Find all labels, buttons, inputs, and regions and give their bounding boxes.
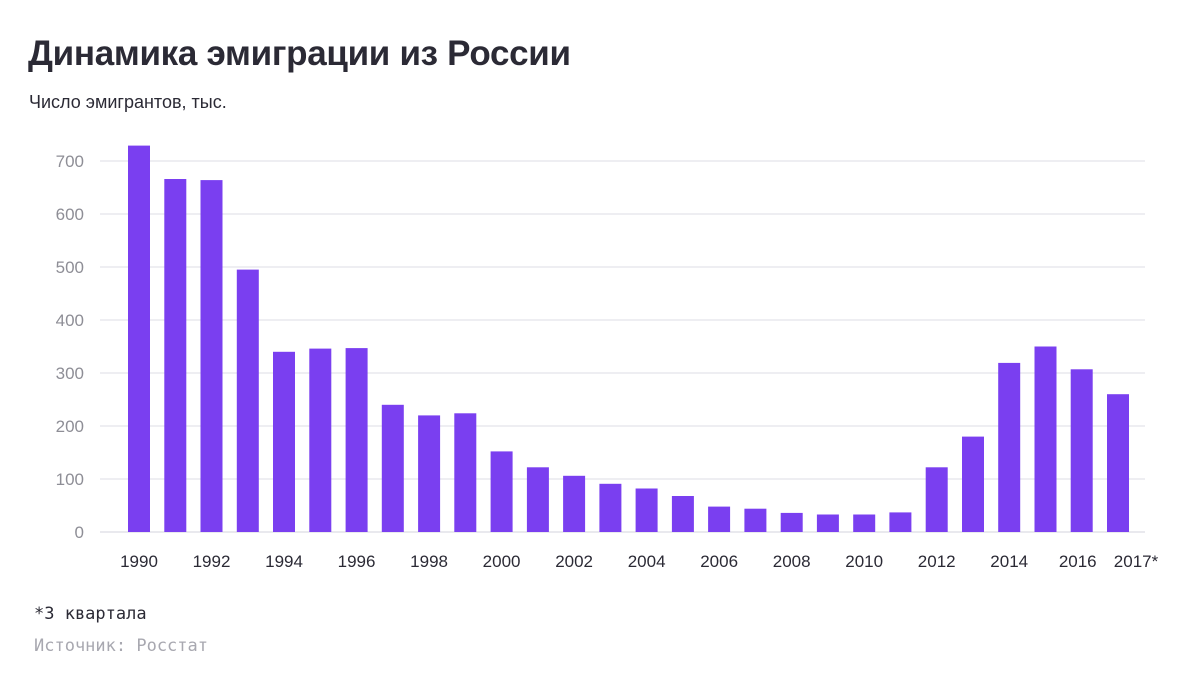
bar-2005 — [671, 496, 694, 532]
bars — [128, 145, 1129, 532]
y-tick-label: 300 — [56, 364, 84, 383]
y-tick-label: 700 — [56, 152, 84, 171]
footnote: *3 квартала — [34, 604, 147, 624]
y-tick-label: 100 — [56, 470, 84, 489]
bar-2010 — [853, 514, 876, 532]
x-tick-label: 2016 — [1059, 552, 1097, 571]
y-tick-label: 200 — [56, 417, 84, 436]
bar-2012 — [925, 467, 948, 532]
bar-1994 — [273, 351, 295, 532]
bar-1996 — [345, 348, 368, 532]
y-tick-label: 500 — [56, 258, 84, 277]
bar-2003 — [599, 483, 622, 532]
bar-2008 — [780, 512, 803, 532]
bar-2007 — [744, 508, 767, 532]
x-tick-label: 2017* — [1114, 552, 1159, 571]
source-note: Источник: Росстат — [34, 636, 208, 656]
y-tick-label: 400 — [56, 311, 84, 330]
bar-1993 — [236, 269, 259, 532]
x-tick-label: 2006 — [700, 552, 738, 571]
x-tick-label: 1996 — [338, 552, 376, 571]
x-tick-label: 2004 — [628, 552, 666, 571]
bar-2004 — [635, 488, 658, 532]
bar-2016 — [1070, 369, 1093, 532]
y-tick-label: 600 — [56, 205, 84, 224]
x-axis-ticks: 1990 1992 1994 1996 1998 2000 2002 2004 2006 2008… — [120, 552, 1159, 571]
bar-2017 — [1107, 394, 1129, 532]
bar-1999 — [454, 413, 477, 532]
bar-1991 — [164, 179, 187, 532]
y-axis-ticks: 0 100 200 300 400 500 600 700 — [56, 152, 84, 542]
y-tick-label: 0 — [75, 523, 84, 542]
chart-subtitle: Число эмигрантов, тыс. — [29, 92, 227, 112]
x-tick-label: 1998 — [410, 552, 448, 571]
bar-2006 — [708, 506, 731, 532]
bar-1995 — [309, 348, 332, 532]
bar-1992 — [200, 180, 223, 532]
x-tick-label: 2008 — [773, 552, 811, 571]
x-tick-label: 2010 — [845, 552, 883, 571]
x-tick-label: 2002 — [555, 552, 593, 571]
bar-2014 — [998, 362, 1021, 532]
x-tick-label: 2012 — [918, 552, 956, 571]
x-tick-label: 1994 — [265, 552, 303, 571]
bar-2011 — [889, 512, 912, 532]
bar-2015 — [1034, 346, 1057, 532]
bar-2001 — [526, 467, 549, 532]
bar-2000 — [490, 451, 513, 532]
x-tick-label: 1992 — [193, 552, 231, 571]
bar-1998 — [418, 415, 441, 532]
bar-1997 — [381, 404, 404, 532]
bar-2002 — [563, 475, 586, 532]
x-tick-label: 1990 — [120, 552, 158, 571]
bar-2013 — [962, 436, 984, 532]
bar-1990 — [128, 145, 150, 532]
x-tick-label: 2000 — [483, 552, 521, 571]
bar-2009 — [816, 514, 839, 532]
chart-title: Динамика эмиграции из России — [28, 34, 571, 73]
x-tick-label: 2014 — [990, 552, 1028, 571]
